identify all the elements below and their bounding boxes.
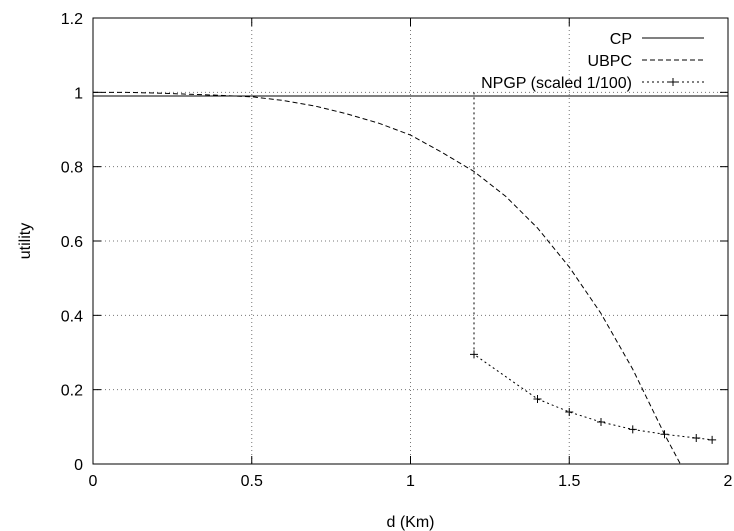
data-point-npgp-scaled-1-100 [692, 433, 701, 442]
x-tick-label: 0 [89, 473, 98, 490]
data-point-npgp-scaled-1-100 [533, 394, 542, 403]
x-tick-label: 0.5 [241, 473, 263, 490]
series-line-ubpc [93, 91, 681, 465]
x-tick-label: 1.5 [558, 473, 580, 490]
data-point-npgp-scaled-1-100 [565, 407, 574, 416]
data-point-npgp-scaled-1-100 [628, 425, 637, 434]
plot-frame [92, 17, 729, 465]
y-axis-label: utility [17, 223, 34, 259]
x-axis-label: d (Km) [387, 514, 435, 531]
legend-label-npgp-scaled-1-100: NPGP (scaled 1/100) [481, 75, 632, 92]
series-layer [93, 91, 728, 465]
data-point-npgp-scaled-1-100 [660, 430, 669, 439]
grid [93, 18, 728, 464]
x-tick-label: 1 [406, 473, 415, 490]
data-point-npgp-scaled-1-100 [708, 435, 717, 444]
x-tick-label: 2 [724, 473, 733, 490]
y-tick-label: 0.2 [61, 383, 83, 400]
legend-label-cp: CP [610, 31, 632, 48]
y-tick-label: 0.6 [61, 234, 83, 251]
y-tick-label: 1.2 [61, 11, 83, 28]
series-line-npgp-scaled-1-100 [473, 92, 713, 441]
y-tick-label: 1 [74, 85, 83, 102]
legend-label-ubpc: UBPC [588, 53, 632, 70]
y-tick-label: 0.8 [61, 160, 83, 177]
legend: CP UBPC NPGP (scaled 1/100) [481, 31, 704, 92]
ticks: 0 0.5 1 1.5 2 0 0.2 0.4 0.6 0.8 1 1.2 [61, 11, 733, 490]
data-point-npgp-scaled-1-100 [470, 350, 478, 359]
y-tick-label: 0.4 [61, 308, 83, 325]
legend-marker-npgp-scaled-1-100 [669, 78, 677, 86]
data-point-npgp-scaled-1-100 [597, 418, 605, 427]
y-tick-label: 0 [74, 457, 83, 474]
